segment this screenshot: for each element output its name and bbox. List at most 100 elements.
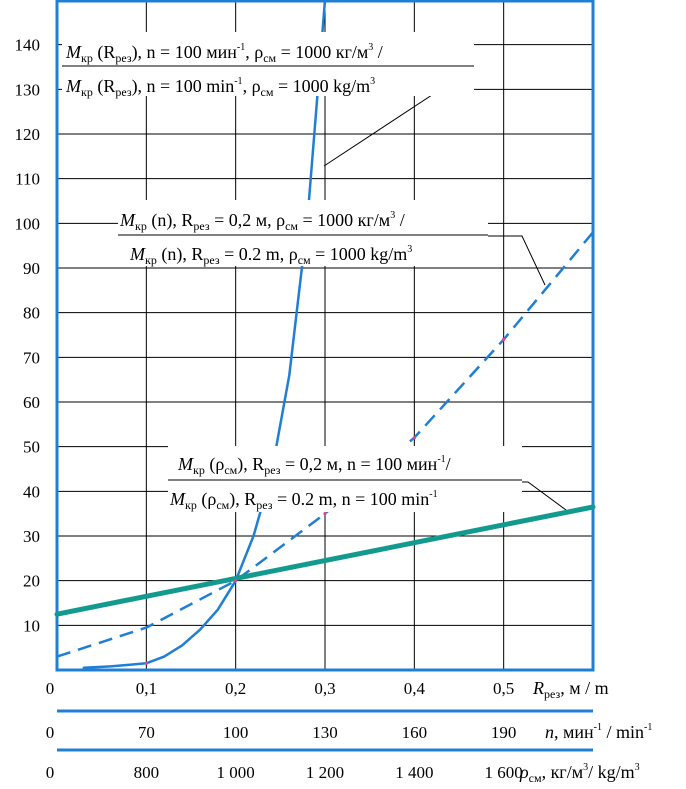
y-tick-label: 140	[15, 36, 41, 55]
ann-sub: см	[261, 85, 274, 99]
x-tick-label-rho: 0	[46, 763, 55, 782]
curve-m_rho	[54, 504, 596, 617]
ann-sub: рез	[115, 51, 131, 65]
y-axis-ticks: 10 20 30 40 50 60 70 80 90 100 110 120 130 140	[15, 36, 41, 636]
y-tick-label: 60	[23, 393, 40, 412]
data-point-marker	[234, 579, 238, 583]
annotation-m-r-line1: Mкр (Rрез), n = 100 мин-1, ρсм = 1000 кг…	[65, 42, 383, 65]
ann-sub: рез	[264, 463, 280, 477]
y-tick-label: 10	[23, 616, 40, 635]
annotation-leaders	[323, 69, 567, 511]
x-tick-label-rho: 1 000	[217, 763, 255, 782]
ann-sub: рез	[256, 498, 272, 512]
annotation-bg-m-rho	[168, 446, 522, 512]
annotation-m-r-line2: Mкр (Rрез), n = 100 min-1, ρсм = 1000 kg…	[65, 76, 375, 99]
x-tick-label-rho: 800	[134, 763, 160, 782]
axis-sym: n	[545, 722, 554, 742]
ann-sym: M	[177, 454, 194, 474]
y-tick-label: 130	[15, 80, 41, 99]
ann-sup: 3	[370, 76, 375, 87]
annotation-bg-m-r	[62, 32, 474, 96]
axis-text: , мин	[554, 722, 594, 742]
axis-sup: 3	[635, 762, 640, 773]
data-point-marker	[144, 661, 148, 665]
ann-text: = 0.2 m, ρ	[220, 244, 298, 264]
ann-text: (R	[93, 76, 116, 97]
ann-sub: кр	[81, 51, 93, 65]
x-tick-label-r: 0,5	[493, 679, 514, 698]
x-tick-label-r: 0,4	[404, 679, 426, 698]
ann-sym: M	[169, 489, 186, 509]
y-tick-label: 120	[15, 125, 41, 144]
ann-sub: рез	[193, 219, 209, 233]
y-tick-label: 40	[23, 482, 40, 501]
ann-text: , ρ	[245, 42, 263, 62]
x-tick-label-r: 0,3	[314, 679, 335, 698]
axis-text: , кг/м	[542, 762, 584, 782]
y-tick-label: 20	[23, 572, 40, 591]
ann-text: = 1000 кг/м	[276, 42, 368, 62]
axis-text: / min	[602, 722, 644, 742]
ann-text: (ρ	[205, 454, 224, 475]
y-tick-label: 70	[23, 348, 40, 367]
y-tick-label: 50	[23, 438, 40, 457]
ann-sub: см	[263, 51, 276, 65]
x-tick-label-n: 70	[138, 723, 155, 742]
ann-sub: см	[285, 219, 298, 233]
y-tick-label: 90	[23, 259, 40, 278]
ann-text: , ρ	[243, 76, 261, 96]
axis-sub: см	[529, 771, 542, 785]
axis-text: / kg/m	[588, 762, 635, 782]
axis-sub: рез	[544, 687, 560, 701]
leader-m-rho	[518, 481, 567, 511]
ann-text: = 1000 kg/m	[273, 76, 370, 96]
x-axis-title-n: n, мин-1 / min-1	[545, 722, 652, 742]
ann-sup: -1	[237, 42, 245, 53]
ann-sup: -1	[234, 76, 242, 87]
ann-text: ), R	[229, 489, 256, 510]
ann-sup: -1	[437, 454, 445, 465]
ann-text: /	[373, 42, 383, 62]
axis-sup: -1	[594, 722, 602, 733]
annotation-m-n-line1: Mкр (n), Rрез = 0,2 м, ρсм = 1000 кг/м3 …	[119, 210, 405, 233]
ann-sub: кр	[193, 463, 205, 477]
x-tick-label-rho: 1 400	[395, 763, 433, 782]
ann-sub: кр	[145, 253, 157, 267]
axis-sym: R	[532, 678, 544, 698]
x-tick-label-n: 160	[402, 723, 428, 742]
annotation-m-rho-line1: Mкр (ρсм), Rрез = 0,2 м, n = 100 мин-1/	[177, 454, 451, 477]
ann-sym: M	[65, 42, 82, 62]
ann-sub: см	[224, 463, 237, 477]
annotation-m-rho-line2: Mкр (ρсм), Rрез = 0.2 m, n = 100 min-1	[169, 489, 438, 512]
x-tick-label-n: 0	[46, 723, 55, 742]
ann-text: /	[446, 454, 451, 474]
ann-sub: рез	[203, 253, 219, 267]
x-tick-label-rho: 1 600	[485, 763, 523, 782]
ann-sym: M	[119, 210, 136, 230]
ann-sup: -1	[429, 489, 437, 500]
ann-sup: 3	[407, 244, 412, 255]
ann-sup: 3	[390, 210, 395, 221]
ann-text: /	[395, 210, 405, 230]
x-tick-label-r: 0	[46, 679, 55, 698]
ann-sub: см	[216, 498, 229, 512]
axis-sup: 3	[583, 762, 588, 773]
ann-text: (R	[93, 42, 116, 63]
ann-sub: кр	[135, 219, 147, 233]
x-tick-label-rho: 1 200	[306, 763, 344, 782]
axis-text: , м / m	[560, 678, 608, 698]
x-tick-label-n: 130	[312, 723, 338, 742]
ann-sup: 3	[368, 42, 373, 53]
ann-text: ), n = 100 min	[132, 76, 235, 97]
grid	[55, 0, 595, 672]
ann-text: = 0,2 м, ρ	[210, 210, 286, 230]
y-tick-label: 80	[23, 304, 40, 323]
ann-sub: кр	[185, 498, 197, 512]
ann-text: = 1000 кг/м	[298, 210, 390, 230]
data-point-marker	[323, 512, 327, 516]
axis-sym: ρ	[519, 762, 529, 782]
x-axes: 0 0,1 0,2 0,3 0,4 0,5 0 70 100 130 160 190 0 800 1 000…	[46, 679, 593, 782]
y-tick-label: 100	[15, 214, 41, 233]
ann-text: ), n = 100 мин	[132, 42, 238, 63]
